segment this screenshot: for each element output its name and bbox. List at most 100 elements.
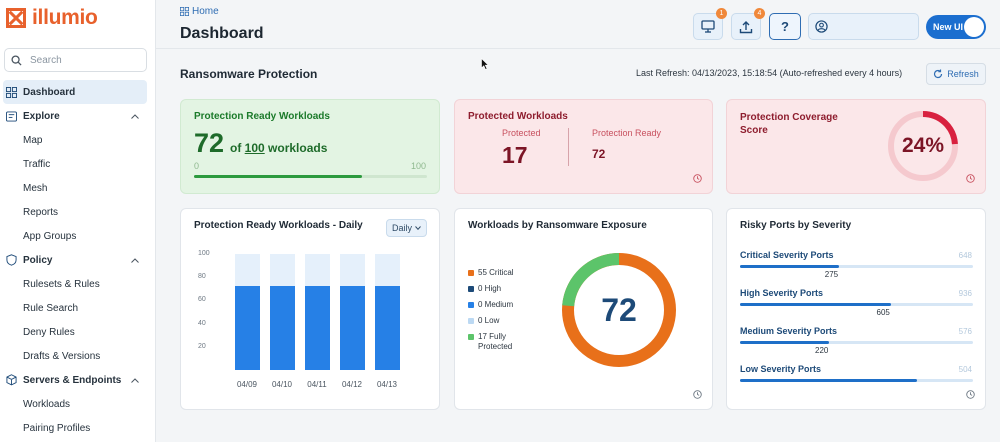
- sidebar-item-workloads[interactable]: Workloads: [23, 398, 71, 410]
- port-bar-track: [740, 379, 973, 382]
- sidebar-item-dashboard[interactable]: Dashboard: [3, 80, 147, 104]
- logo[interactable]: illumio: [6, 6, 98, 30]
- chevron-up-icon: [131, 257, 139, 263]
- of-prefix: of: [230, 141, 242, 155]
- compass-icon: [6, 110, 17, 122]
- of-suffix: workloads: [268, 141, 328, 155]
- search-icon: [11, 54, 22, 66]
- bar[interactable]: [375, 286, 400, 370]
- x-tick-label: 04/11: [307, 380, 327, 389]
- new-ui-toggle[interactable]: New UI: [926, 15, 986, 39]
- cube-icon: [6, 374, 17, 386]
- bar[interactable]: [340, 286, 365, 370]
- header-divider: [156, 48, 1000, 49]
- x-tick-label: 04/13: [376, 380, 398, 389]
- legend-swatch: [468, 286, 474, 292]
- search-input[interactable]: [30, 54, 130, 66]
- card-title-line1: Protection Coverage: [740, 112, 838, 123]
- card-title: Risky Ports by Severity: [740, 220, 852, 231]
- help-button[interactable]: ?: [769, 13, 801, 40]
- breadcrumb[interactable]: Home: [180, 6, 219, 17]
- exposure-donut: [562, 253, 676, 367]
- sidebar-group-explore[interactable]: Explore: [0, 104, 155, 128]
- chevron-up-icon: [131, 377, 139, 383]
- port-bar-fill[interactable]: [740, 303, 891, 306]
- upload-button[interactable]: 4: [731, 8, 765, 40]
- sidebar-search[interactable]: [4, 48, 147, 72]
- mouse-cursor-icon: [481, 58, 489, 70]
- coverage-score-card[interactable]: Protection Coverage Score 24%: [726, 99, 986, 194]
- legend-label-line2: Protected: [478, 342, 513, 351]
- chevron-up-icon: [131, 113, 139, 119]
- notification-badge: 1: [716, 8, 727, 19]
- sidebar-item-drafts[interactable]: Drafts & Versions: [23, 350, 101, 362]
- x-tick-label: 04/09: [236, 380, 258, 389]
- page-title: Dashboard: [180, 25, 264, 42]
- sidebar-item-label: Dashboard: [23, 86, 76, 98]
- breadcrumb-home[interactable]: Home: [192, 6, 219, 17]
- port-severity-label: Critical Severity Ports: [740, 250, 834, 260]
- protection-ready-card[interactable]: Protection Ready Workloads 72 of 100 wor…: [180, 99, 440, 194]
- port-max-value: 576: [958, 327, 972, 336]
- logo-text: illumio: [32, 6, 98, 29]
- grid-icon: [6, 86, 17, 98]
- sidebar-item-rule-search[interactable]: Rule Search: [23, 302, 79, 314]
- x-tick-label: 04/10: [271, 380, 293, 389]
- daily-dropdown[interactable]: Daily: [386, 219, 427, 237]
- sidebar-item-rulesets[interactable]: Rulesets & Rules: [23, 278, 100, 290]
- bar[interactable]: [270, 286, 295, 370]
- clock-icon: [966, 174, 975, 183]
- legend-swatch: [468, 270, 474, 276]
- card-title: Protection Coverage Score: [740, 111, 838, 137]
- ready-of-total: of 100 workloads: [230, 141, 327, 155]
- clock-icon: [693, 174, 702, 183]
- coverage-gauge: [888, 111, 958, 181]
- card-title-line2: Score: [740, 125, 768, 136]
- sidebar-item-label: Explore: [23, 110, 60, 122]
- legend-label: 0 Medium: [478, 300, 514, 309]
- sidebar-item-map[interactable]: Map: [23, 134, 43, 146]
- legend-swatch: [468, 318, 474, 324]
- sidebar-group-servers[interactable]: Servers & Endpoints: [0, 368, 155, 392]
- sidebar-item-traffic[interactable]: Traffic: [23, 158, 51, 170]
- sidebar-item-mesh[interactable]: Mesh: [23, 182, 48, 194]
- dropdown-value: Daily: [391, 223, 412, 233]
- refresh-button[interactable]: Refresh: [926, 63, 986, 85]
- sidebar-item-reports[interactable]: Reports: [23, 206, 59, 218]
- user-menu[interactable]: [808, 13, 919, 40]
- sidebar: illumio Dashboard Explore Map Traffic Me…: [0, 0, 156, 442]
- gauge-arc: [888, 111, 958, 181]
- sidebar-item-app-groups[interactable]: App Groups: [23, 230, 77, 242]
- sidebar-item-deny-rules[interactable]: Deny Rules: [23, 326, 75, 338]
- port-value: 220: [815, 346, 829, 355]
- port-severity-label: Medium Severity Ports: [740, 326, 838, 336]
- sidebar-item-label: Policy: [23, 254, 53, 266]
- port-bar-fill[interactable]: [740, 379, 918, 382]
- range-max: 100: [410, 161, 426, 171]
- y-tick-label: 60: [198, 296, 206, 304]
- bar[interactable]: [235, 286, 260, 370]
- port-max-value: 648: [958, 251, 972, 260]
- clock-icon: [693, 390, 702, 399]
- sidebar-item-pairing-profiles[interactable]: Pairing Profiles: [23, 422, 91, 434]
- grid-icon: [180, 7, 189, 16]
- provision-button[interactable]: 1: [693, 8, 727, 40]
- donut-segment-protected: [562, 253, 676, 367]
- sidebar-nav: Dashboard Explore Map Traffic Mesh Repor…: [0, 80, 155, 440]
- port-bar-fill[interactable]: [740, 341, 829, 344]
- y-tick-label: 80: [198, 273, 206, 281]
- last-refresh-text: Last Refresh: 04/13/2023, 15:18:54 (Auto…: [636, 68, 903, 78]
- port-max-value: 936: [958, 289, 972, 298]
- protected-workloads-card[interactable]: Protected Workloads Protected 17 Protect…: [454, 99, 713, 194]
- legend-label: 55 Critical: [478, 268, 514, 277]
- coverage-value: 24%: [901, 134, 945, 157]
- port-bar-fill[interactable]: [740, 265, 839, 268]
- sidebar-group-policy[interactable]: Policy: [0, 248, 155, 272]
- y-tick-label: 100: [198, 250, 210, 257]
- ready-progress-bar: [194, 175, 427, 178]
- port-bar-track: [740, 265, 973, 268]
- bar[interactable]: [305, 286, 330, 370]
- total-workloads-link[interactable]: 100: [244, 141, 265, 155]
- port-max-value: 504: [958, 365, 972, 374]
